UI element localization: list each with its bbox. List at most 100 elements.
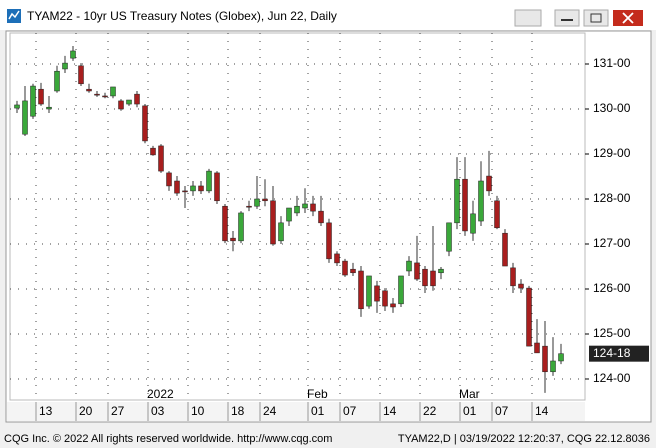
candle-body — [310, 203, 316, 212]
candle-body — [118, 100, 124, 110]
y-tick-label: 124-00 — [593, 371, 631, 385]
candle-body — [14, 104, 20, 109]
period-label: 2022 — [147, 387, 174, 401]
x-tick-label: 07 — [495, 404, 509, 418]
candle-body — [214, 172, 220, 202]
candle-body — [518, 283, 524, 289]
plot-frame — [9, 32, 586, 401]
candle-body — [54, 70, 60, 92]
date-axis — [7, 402, 585, 421]
maximize-button[interactable] — [583, 9, 609, 27]
minimize-button[interactable] — [554, 9, 580, 27]
candle-body — [534, 342, 540, 354]
candle-body — [478, 180, 484, 222]
candle-body — [350, 268, 356, 274]
candle-body — [62, 62, 68, 70]
x-tick-label: 07 — [343, 404, 357, 418]
period-label: Mar — [459, 387, 480, 401]
candle-body — [102, 95, 108, 98]
candle-body — [462, 178, 468, 232]
candle-body — [38, 88, 44, 105]
candle-body — [30, 85, 36, 117]
candle-body — [558, 353, 564, 362]
candle-body — [326, 222, 332, 260]
candle-body — [22, 100, 28, 135]
footer-right: TYAM22,D | 03/19/2022 12:20:37, CQG 22.1… — [398, 433, 650, 445]
candle-body — [342, 260, 348, 276]
candle-body — [334, 253, 340, 264]
candle-body — [430, 270, 436, 287]
candle-body — [358, 270, 364, 310]
x-tick-label: 27 — [111, 404, 125, 418]
candle-body — [94, 93, 100, 96]
candle-body — [222, 205, 228, 242]
candle-body — [366, 275, 372, 307]
candle-body — [510, 267, 516, 287]
x-tick-label: 24 — [263, 404, 277, 418]
candle-body — [318, 210, 324, 224]
candle-body — [270, 200, 276, 245]
period-label: Feb — [307, 387, 328, 401]
candle-body — [206, 170, 212, 192]
candle-body — [486, 175, 492, 192]
x-tick-label: 01 — [463, 404, 477, 418]
x-tick-label: 01 — [311, 404, 325, 418]
y-tick-label: 131-00 — [593, 56, 631, 70]
candle-body — [254, 198, 260, 207]
candle-body — [438, 268, 444, 274]
y-tick-label: 125-00 — [593, 326, 631, 340]
footer-left: CQG Inc. © 2022 All rights reserved worl… — [4, 433, 332, 445]
x-tick-label: 14 — [383, 404, 397, 418]
candle-body — [174, 180, 180, 194]
candle-body — [502, 232, 508, 267]
candle-body — [382, 290, 388, 307]
candle-body — [110, 86, 116, 97]
candle-body — [78, 65, 84, 85]
candle-body — [302, 203, 308, 209]
candle-body — [150, 147, 156, 156]
maximize-glyph — [590, 13, 602, 23]
candle-body — [470, 213, 476, 234]
candle-body — [374, 285, 380, 302]
candle-body — [166, 172, 172, 187]
candle-body — [390, 303, 396, 308]
candle-body — [446, 222, 452, 252]
candle-body — [198, 185, 204, 192]
y-tick-label: 129-00 — [593, 146, 631, 160]
candle-body — [158, 145, 164, 172]
y-tick-label: 126-00 — [593, 281, 631, 295]
candle-body — [246, 205, 252, 208]
candle-body — [286, 207, 292, 222]
candle-body — [230, 237, 236, 242]
last-price-box — [589, 345, 649, 362]
candle-body — [238, 212, 244, 242]
candle-body — [406, 260, 412, 272]
candle-body — [278, 222, 284, 242]
last-price-label: 124-18 — [593, 346, 631, 360]
candle-body — [70, 50, 76, 59]
x-tick-label: 10 — [191, 404, 205, 418]
candle-body — [398, 275, 404, 305]
candle-body — [86, 88, 92, 92]
y-tick-label: 130-00 — [593, 101, 631, 115]
link-button[interactable] — [514, 9, 542, 27]
x-tick-label: 20 — [79, 404, 93, 418]
close-glyph — [622, 12, 634, 24]
candle-body — [142, 105, 148, 142]
candle-body — [190, 185, 196, 192]
candle-body — [542, 345, 548, 373]
candle-body — [182, 190, 188, 193]
y-tick-label: 128-00 — [593, 191, 631, 205]
candle-body — [494, 200, 500, 229]
candle-body — [46, 106, 52, 110]
candle-body — [126, 99, 132, 105]
window-title: TYAM22 - 10yr US Treasury Notes (Globex)… — [27, 9, 337, 23]
app-icon-glyph — [8, 10, 20, 20]
candle-body — [414, 262, 420, 280]
x-tick-label: 14 — [535, 404, 549, 418]
candle-body — [294, 205, 300, 214]
x-tick-label: 18 — [231, 404, 245, 418]
candle-body — [134, 93, 140, 105]
